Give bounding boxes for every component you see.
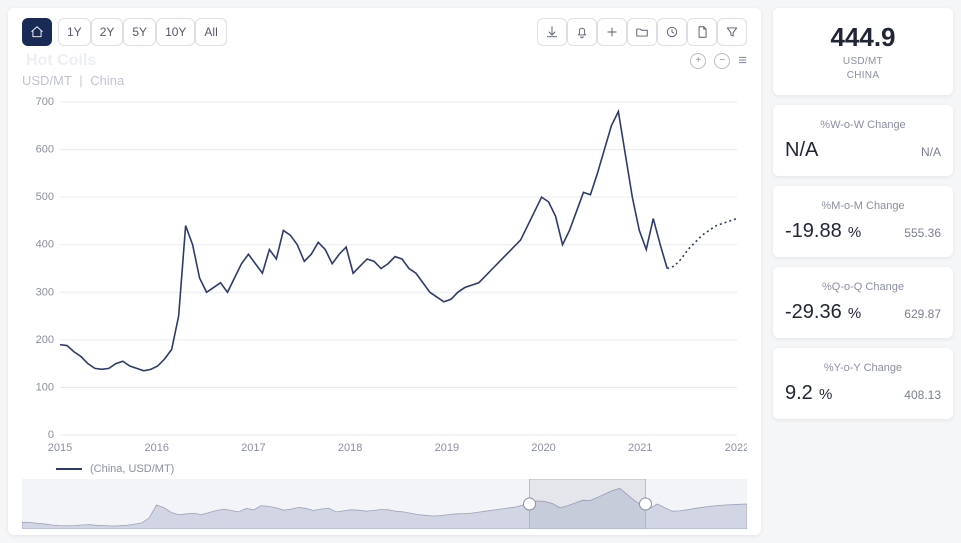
range-2y-button[interactable]: 2Y [91,18,124,46]
range-10y-button[interactable]: 10Y [156,18,195,46]
svg-text:100: 100 [36,381,54,393]
line-chart: 0 100 200 300 400 500 600 700 2015 2016 2017 2018 20… [22,96,747,457]
zoom-out-icon[interactable]: − [714,53,730,69]
filter-icon [725,25,739,39]
stat-card-2: %Q-o-Q Change -29.36 % 629.87 [773,267,953,338]
svg-text:0: 0 [48,429,54,441]
menu-icon[interactable]: ≡ [738,52,747,69]
home-icon [30,25,44,39]
folder-button[interactable] [627,18,657,46]
right-panel: 444.9 USD/MT CHINA %W-o-W Change N/A N/A %M… [773,8,953,535]
stat-label: %M-o-M Change [785,200,941,212]
range-5y-button[interactable]: 5Y [123,18,156,46]
plus-button[interactable] [597,18,627,46]
svg-text:2015: 2015 [48,442,72,454]
chart-card: 1Y2Y5Y10YAll + − ≡ Hot Coils USD/MT | Ch… [8,8,761,535]
range-1y-button[interactable]: 1Y [58,18,91,46]
stat-sub: 629.87 [904,307,941,321]
stat-label: %W-o-W Change [785,119,941,131]
stat-sub: 408.13 [904,388,941,402]
svg-text:2016: 2016 [144,442,168,454]
headline-value: 444.9 [785,22,941,53]
clock-button[interactable] [657,18,687,46]
stat-pct: % [844,305,862,322]
document-button[interactable] [687,18,717,46]
svg-text:2017: 2017 [241,442,265,454]
unit-label: USD/MT [22,73,72,88]
svg-text:300: 300 [36,286,54,298]
legend-label: (China, USD/MT) [90,463,174,475]
region-label: China [90,73,124,88]
stat-pct: % [844,224,862,241]
bell-icon [575,25,589,39]
svg-text:2021: 2021 [628,442,652,454]
subtitle: USD/MT | China [22,73,747,88]
toolbar: 1Y2Y5Y10YAll [22,18,747,46]
brush-chart[interactable] [22,479,747,529]
stat-card-1: %M-o-M Change -19.88 % 555.36 [773,186,953,257]
brush-area[interactable] [22,479,747,529]
chart-mini-controls: + − ≡ [22,52,747,69]
download-icon [545,25,559,39]
stat-pct: % [815,386,833,403]
chart-area: 0 100 200 300 400 500 600 700 2015 2016 2017 2018 20… [22,96,747,457]
svg-text:600: 600 [36,144,54,156]
stat-card-0: %W-o-W Change N/A N/A [773,105,953,176]
stat-value: -19.88 [785,220,842,242]
zoom-in-icon[interactable]: + [690,53,706,69]
svg-text:200: 200 [36,334,54,346]
ghost-title: Hot Coils [26,52,96,70]
stat-sub: N/A [921,145,941,159]
stat-value: 9.2 [785,382,813,404]
stat-value: N/A [785,139,818,161]
headline-region: CHINA [785,70,941,81]
headline-card: 444.9 USD/MT CHINA [773,8,953,95]
legend: (China, USD/MT) [56,463,747,475]
svg-text:700: 700 [36,96,54,108]
legend-swatch [56,468,82,470]
stat-value: -29.36 [785,301,842,323]
svg-text:2019: 2019 [435,442,459,454]
folder-icon [635,25,649,39]
range-all-button[interactable]: All [195,18,226,46]
document-icon [695,25,709,39]
bell-button[interactable] [567,18,597,46]
home-button[interactable] [22,18,52,46]
clock-icon [665,25,679,39]
stat-sub: 555.36 [904,226,941,240]
svg-text:2018: 2018 [338,442,362,454]
headline-unit: USD/MT [785,56,941,67]
filter-button[interactable] [717,18,747,46]
stat-label: %Y-o-Y Change [785,362,941,374]
svg-text:400: 400 [36,239,54,251]
plus-icon [605,25,619,39]
svg-text:2022: 2022 [725,442,747,454]
stat-card-3: %Y-o-Y Change 9.2 % 408.13 [773,348,953,419]
svg-text:2020: 2020 [531,442,555,454]
download-button[interactable] [537,18,567,46]
svg-text:500: 500 [36,191,54,203]
stat-label: %Q-o-Q Change [785,281,941,293]
